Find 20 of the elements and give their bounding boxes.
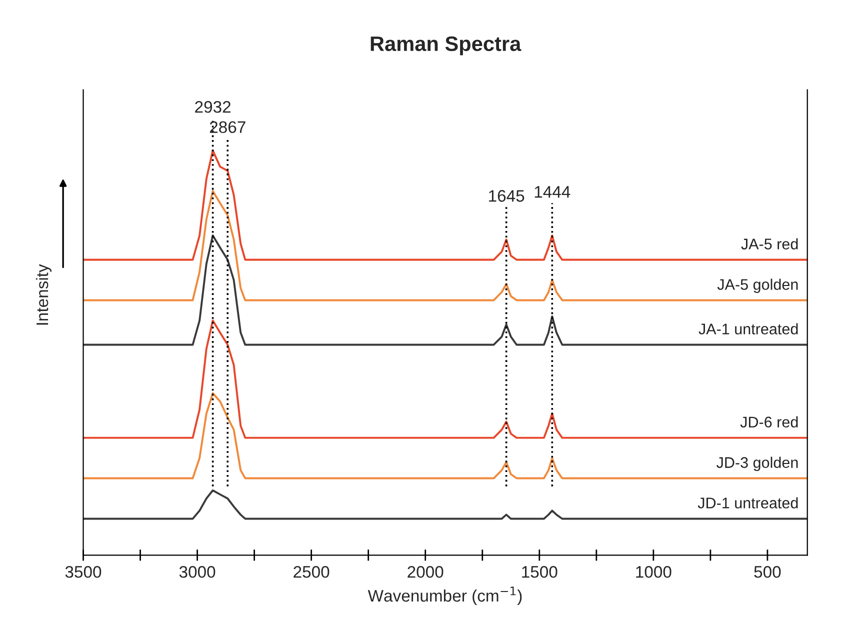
series-label: JA-1 untreated bbox=[698, 323, 798, 334]
y-axis-title: Intensity bbox=[36, 264, 52, 325]
x-tick-label: 3000 bbox=[179, 566, 216, 578]
x-axis-title: Wavenumber (cm$^{−1}$) bbox=[368, 586, 522, 605]
x-tick-label: 3500 bbox=[65, 566, 102, 578]
x-tick-label: 2000 bbox=[408, 566, 444, 578]
series-label: JD-3 golden bbox=[716, 456, 798, 471]
x-tick-label: 1500 bbox=[522, 566, 558, 578]
x-tick-label: 1000 bbox=[636, 566, 672, 578]
ref-line-label: 1444 bbox=[534, 186, 570, 198]
ref-line-label: 1645 bbox=[489, 190, 524, 202]
chart-title: Raman Spectra bbox=[370, 36, 522, 56]
series-label: JA-5 golden bbox=[717, 278, 798, 293]
ref-line-label: 2867 bbox=[210, 121, 246, 134]
series-label: JA-5 red bbox=[741, 238, 798, 250]
series-label: JD-1 untreated bbox=[698, 497, 798, 508]
ref-line-label: 2932 bbox=[195, 101, 230, 113]
x-tick-label: 500 bbox=[754, 566, 781, 578]
x-tick-label: 2500 bbox=[294, 566, 330, 578]
series-label: JD-6 red bbox=[740, 416, 798, 428]
